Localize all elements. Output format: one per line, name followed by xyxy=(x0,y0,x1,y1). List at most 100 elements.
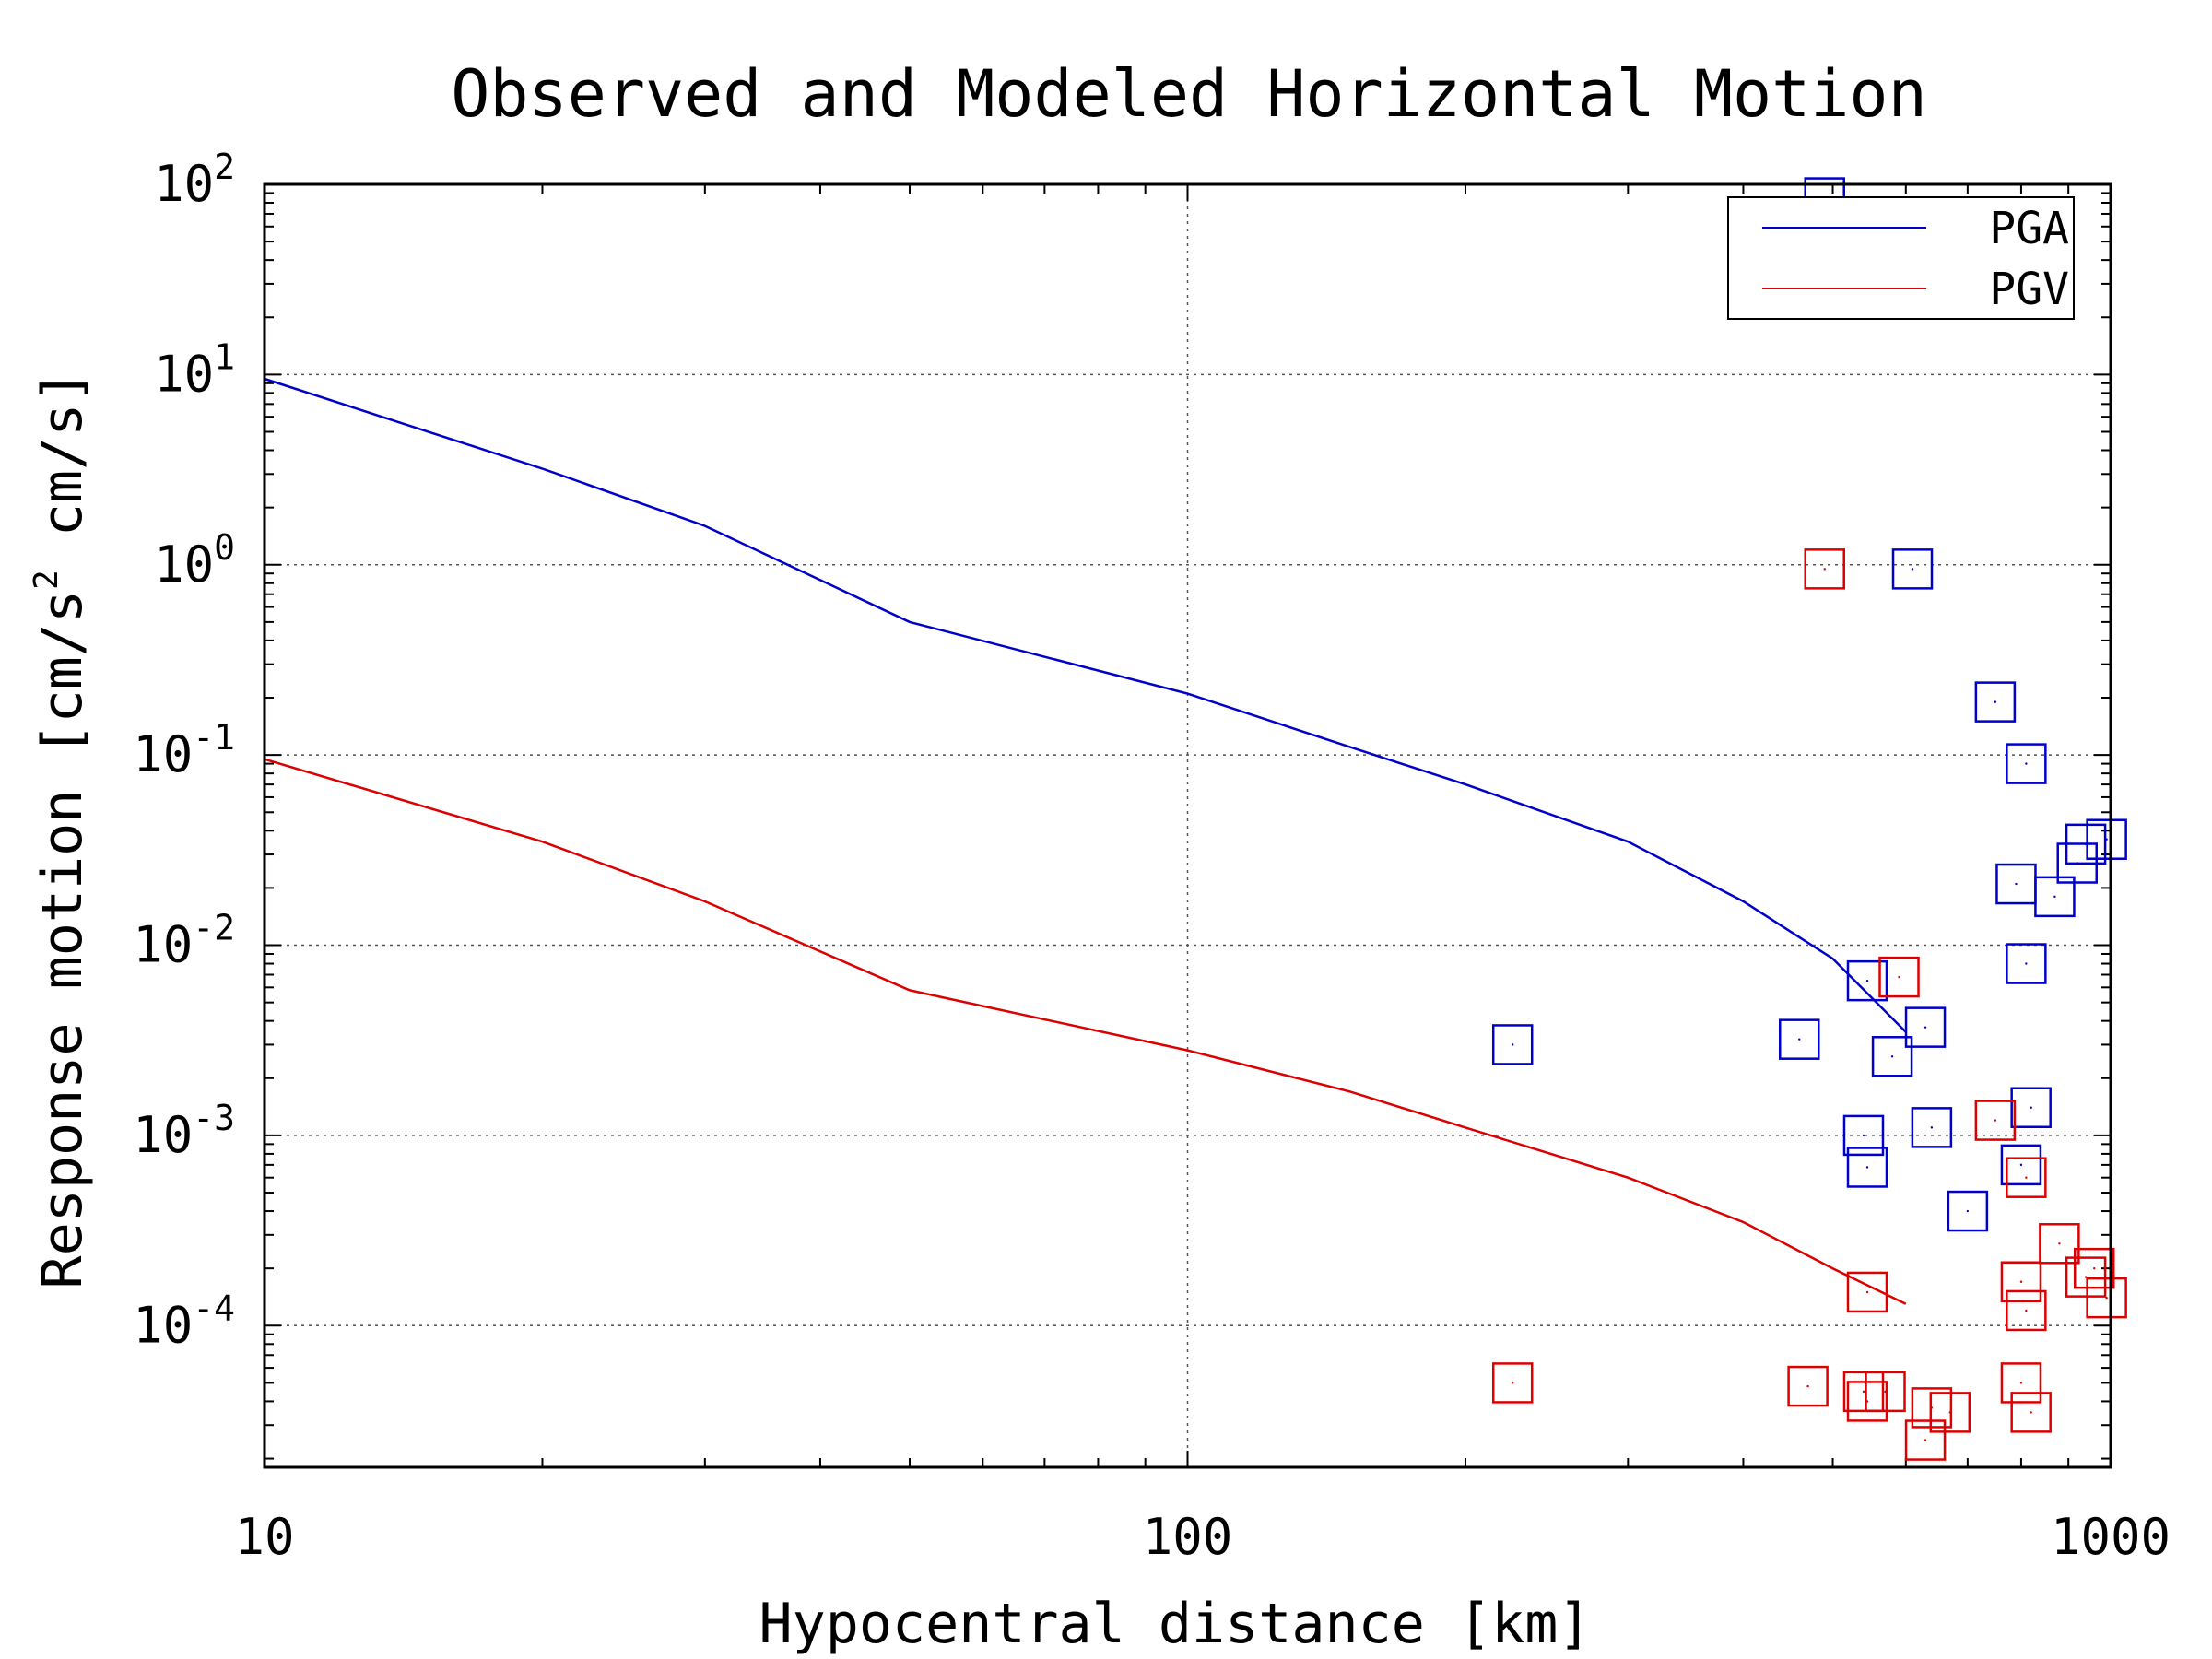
pga-observed-point-center xyxy=(1512,1043,1514,1046)
pga-observed-point xyxy=(1974,681,2017,723)
pga-observed-point-center xyxy=(1798,1038,1801,1041)
y-axis-label-superscript: 2 xyxy=(28,570,65,590)
pgv-observed-point xyxy=(2073,1247,2115,1289)
y-tick-label-base: 10 xyxy=(154,155,214,213)
pgv-observed-point-center xyxy=(1865,1400,1869,1403)
pgv-observed-point-center xyxy=(2093,1266,2096,1270)
pgv-observed-point-center xyxy=(2058,1242,2061,1245)
x-tick-label: 1000 xyxy=(2051,1508,2171,1566)
pga-observed-point xyxy=(1911,1107,1953,1148)
pgv-observed-point xyxy=(1804,548,1845,590)
pga-observed-point-center xyxy=(2105,838,2108,841)
pgv-observed-point-center xyxy=(2025,1309,2028,1312)
pga-observed-point-center xyxy=(2025,762,2028,765)
x-tick-label: 100 xyxy=(1143,1508,1233,1566)
pgv-observed-point xyxy=(2010,1392,2052,1433)
pgv-observed-point xyxy=(1929,1392,1971,1433)
y-tick-label: 10-3 xyxy=(133,1098,235,1164)
pgv-observed-point-center xyxy=(1806,1384,1809,1388)
pgv-observed-point-center xyxy=(2030,1411,2032,1414)
y-tick-label: 102 xyxy=(154,147,235,213)
pgv-observed-point xyxy=(1491,1362,1534,1404)
pgv-observed-point xyxy=(1904,1419,1947,1461)
pgv-model-line xyxy=(264,758,1907,1305)
pgv-observed-point xyxy=(1846,1271,1888,1313)
y-tick-label-exponent: 2 xyxy=(214,147,235,187)
y-tick-label: 10-1 xyxy=(133,717,235,783)
pga-model-line xyxy=(264,377,1907,1033)
pga-observed-point xyxy=(2006,743,2047,784)
pga-observed-point xyxy=(2000,1144,2042,1186)
pga-observed-point xyxy=(2006,943,2047,984)
legend-box xyxy=(1727,196,2075,320)
pga-observed-point-center xyxy=(1890,1055,1894,1058)
pga-observed-point-center xyxy=(1911,568,1914,571)
pga-observed-point xyxy=(2034,876,2076,918)
pga-observed-point-center xyxy=(1865,1166,1869,1169)
pga-observed-point xyxy=(1904,1006,1947,1048)
y-tick-label-exponent: 1 xyxy=(214,336,235,377)
y-axis-label-tail: cm/s] xyxy=(30,370,95,570)
y-tick-label-base: 10 xyxy=(133,725,193,783)
pga-observed-point xyxy=(1842,1114,1885,1157)
pgv-observed-point-center xyxy=(1865,1290,1869,1294)
pga-observed-point xyxy=(1491,1024,1534,1065)
pga-observed-point-center xyxy=(1865,979,1869,982)
pga-observed-point-center xyxy=(1930,1126,1934,1129)
x-tick-label: 10 xyxy=(234,1508,294,1566)
observed-points xyxy=(1491,177,2127,1461)
pgv-observed-point xyxy=(2086,1277,2127,1319)
pgv-observed-point xyxy=(1846,1381,1888,1422)
pga-observed-point-center xyxy=(2025,962,2028,965)
pga-observed-point xyxy=(2056,842,2098,884)
pgv-observed-point xyxy=(1842,1371,1885,1413)
grid xyxy=(265,184,2111,1467)
pgv-observed-point-center xyxy=(2019,1280,2023,1283)
y-axis-label-main: Response motion [cm/s xyxy=(30,590,95,1289)
pga-observed-point xyxy=(1846,1147,1888,1188)
pgv-observed-point-center xyxy=(1994,1119,1997,1122)
pga-observed-point-center xyxy=(1994,700,1997,703)
legend-label-pga: PGA xyxy=(1989,203,2069,254)
pga-observed-point-center xyxy=(2076,862,2078,865)
pga-observed-point-center xyxy=(2015,882,2018,886)
model-lines xyxy=(264,377,1907,1305)
pgv-observed-point-center xyxy=(2105,1296,2108,1300)
pgv-observed-point-center xyxy=(1898,975,1900,979)
y-tick-label-base: 10 xyxy=(133,916,193,974)
pgv-observed-point xyxy=(1974,1100,2017,1141)
pga-observed-point xyxy=(1947,1190,1989,1232)
pgv-observed-point xyxy=(1865,1371,1906,1413)
y-tick-label-exponent: 0 xyxy=(214,527,235,568)
y-tick-label-exponent: -2 xyxy=(193,908,235,948)
pgv-observed-point-center xyxy=(1862,1390,1865,1394)
pgv-observed-point xyxy=(2039,1223,2080,1265)
y-tick-label-base: 10 xyxy=(154,535,214,594)
pga-observed-point-center xyxy=(1862,1134,1865,1137)
plot-frame xyxy=(263,182,2112,1469)
pga-observed-point xyxy=(1891,548,1934,590)
y-tick-label-base: 10 xyxy=(133,1106,193,1164)
y-tick-label: 100 xyxy=(154,527,235,594)
pgv-observed-point xyxy=(2006,1289,2047,1332)
pgv-observed-point xyxy=(1878,956,1920,998)
y-tick-label-exponent: -1 xyxy=(193,717,235,758)
pga-observed-point-center xyxy=(2019,1163,2023,1167)
y-tick-label-base: 10 xyxy=(154,345,214,403)
pga-observed-point-center xyxy=(2053,895,2056,899)
pgv-observed-point xyxy=(1787,1365,1829,1407)
pga-observed-point xyxy=(1846,959,1888,1002)
pgv-observed-point-center xyxy=(1948,1411,1952,1414)
pga-observed-point xyxy=(1779,1018,1820,1060)
y-tick-label-exponent: -3 xyxy=(193,1098,235,1138)
legend-label-pgv: PGV xyxy=(1989,264,2069,315)
pgv-observed-point-center xyxy=(2019,1382,2023,1384)
pgv-observed-point-center xyxy=(1924,1439,1927,1441)
y-tick-label: 10-2 xyxy=(133,908,235,974)
pga-observed-point xyxy=(2010,1087,2052,1129)
pga-observed-point-center xyxy=(2030,1106,2032,1109)
pga-observed-point-center xyxy=(1966,1209,1970,1213)
pgv-observed-point-center xyxy=(1512,1382,1514,1384)
